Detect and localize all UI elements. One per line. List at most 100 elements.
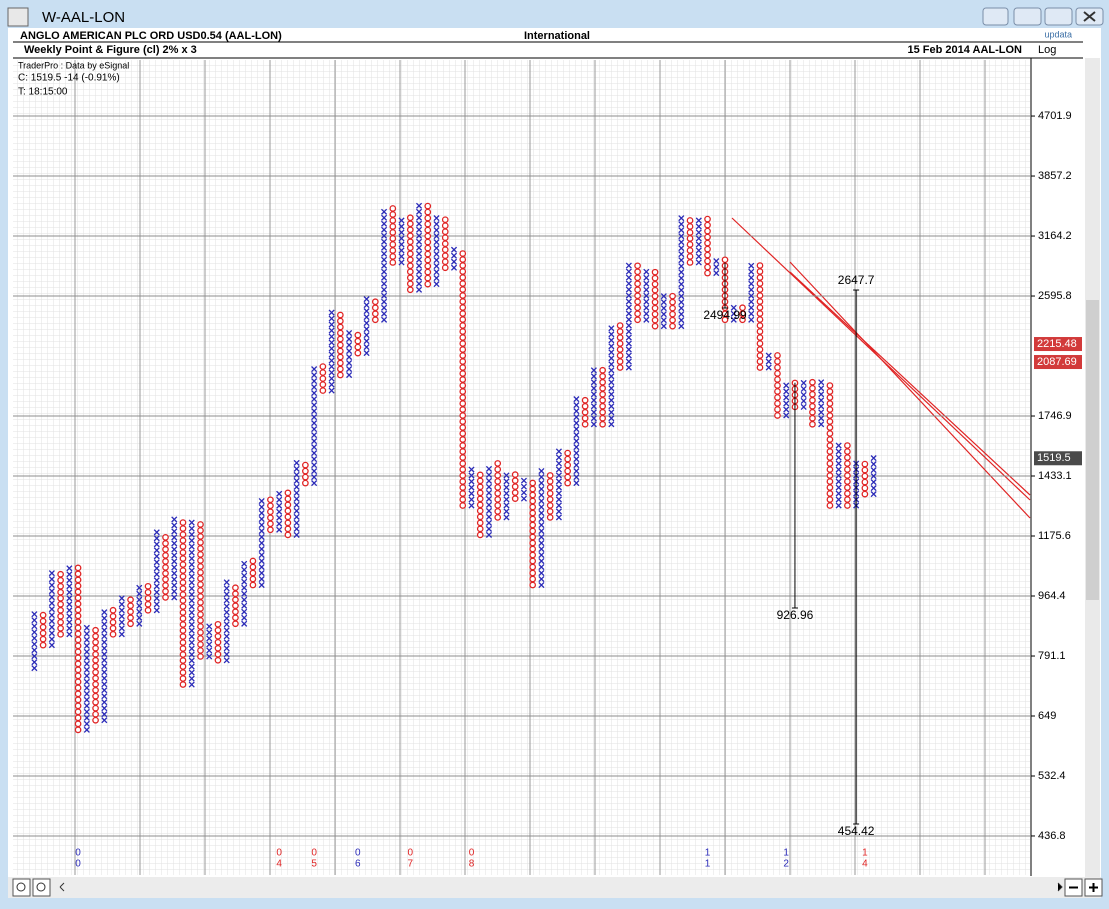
minimize-button[interactable] bbox=[1013, 7, 1042, 26]
o-box bbox=[179, 663, 187, 670]
x-box bbox=[223, 639, 230, 646]
x-box bbox=[346, 335, 353, 343]
o-box bbox=[459, 322, 467, 329]
o-box bbox=[704, 239, 711, 247]
o-box bbox=[232, 620, 239, 628]
year-mark-top: 0 bbox=[276, 848, 282, 859]
x-box bbox=[818, 415, 825, 422]
o-box bbox=[459, 484, 467, 491]
help-button[interactable] bbox=[982, 7, 1009, 26]
x-box bbox=[83, 684, 90, 691]
o-box bbox=[564, 467, 571, 475]
o-box bbox=[441, 246, 449, 254]
x-box bbox=[555, 496, 562, 503]
x-box bbox=[608, 415, 615, 422]
scroll-thumb[interactable] bbox=[1086, 300, 1099, 600]
o-box bbox=[284, 525, 292, 533]
o-box bbox=[424, 274, 432, 282]
o-box bbox=[529, 545, 537, 553]
x-box bbox=[503, 508, 510, 515]
o-box bbox=[459, 388, 467, 395]
x-box bbox=[153, 535, 160, 542]
o-box bbox=[92, 668, 99, 676]
x-box bbox=[258, 575, 265, 583]
year-mark-top: 0 bbox=[469, 848, 475, 859]
o-box bbox=[459, 442, 467, 449]
scroll-left[interactable] bbox=[59, 882, 65, 892]
o-box bbox=[616, 322, 624, 329]
o-box bbox=[162, 540, 169, 547]
o-box bbox=[826, 412, 834, 419]
o-box bbox=[494, 502, 502, 509]
x-box bbox=[678, 215, 685, 222]
o-box bbox=[406, 274, 414, 282]
x-box bbox=[678, 245, 685, 252]
x-box bbox=[608, 397, 615, 404]
o-box bbox=[197, 545, 204, 552]
x-box bbox=[625, 316, 632, 323]
x-box bbox=[415, 208, 423, 215]
o-box bbox=[494, 478, 502, 485]
o-box bbox=[459, 430, 467, 437]
o-box bbox=[529, 491, 537, 499]
o-box bbox=[406, 226, 414, 234]
o-column bbox=[581, 396, 589, 428]
x-box bbox=[258, 551, 265, 559]
x-box bbox=[415, 244, 423, 251]
x-box bbox=[608, 403, 615, 410]
o-column bbox=[284, 489, 292, 539]
x-box bbox=[520, 477, 527, 484]
o-box bbox=[92, 626, 99, 634]
x-box bbox=[171, 570, 178, 577]
o-box bbox=[564, 461, 571, 469]
o-box bbox=[371, 310, 379, 318]
x-box bbox=[450, 264, 458, 271]
x-box bbox=[660, 311, 667, 318]
o-box bbox=[459, 334, 467, 341]
x-column bbox=[241, 560, 248, 627]
o-box bbox=[406, 250, 414, 258]
x-box bbox=[118, 601, 125, 608]
o-box bbox=[74, 690, 82, 698]
x-box bbox=[258, 539, 265, 547]
o-box bbox=[57, 624, 64, 632]
o-box bbox=[249, 581, 257, 589]
x-box bbox=[311, 384, 318, 391]
o-box bbox=[826, 436, 834, 443]
o-box bbox=[459, 370, 467, 377]
o-box bbox=[826, 400, 834, 407]
o-column bbox=[756, 262, 764, 371]
zoom-out-button[interactable] bbox=[12, 878, 31, 897]
x-column bbox=[363, 296, 370, 357]
o-box bbox=[74, 726, 82, 734]
x-box bbox=[311, 474, 318, 481]
x-box bbox=[538, 575, 545, 583]
o-box bbox=[179, 639, 187, 646]
scroll-right[interactable] bbox=[1057, 882, 1063, 892]
y-tick-label: 2595.8 bbox=[1038, 290, 1072, 302]
x-box bbox=[398, 217, 405, 224]
o-box bbox=[267, 502, 274, 510]
o-box bbox=[74, 708, 82, 716]
x-column bbox=[328, 309, 335, 394]
o-box bbox=[406, 238, 414, 246]
o-column bbox=[92, 626, 99, 724]
o-box bbox=[809, 402, 816, 410]
maximize-button[interactable] bbox=[1044, 7, 1073, 26]
year-mark-top: 0 bbox=[355, 848, 361, 859]
o-box bbox=[179, 525, 187, 532]
o-box bbox=[459, 376, 467, 383]
o-box bbox=[861, 460, 869, 468]
x-box bbox=[870, 461, 877, 468]
o-box bbox=[826, 472, 834, 479]
x-box bbox=[48, 570, 55, 577]
x-box bbox=[468, 466, 475, 473]
x-column bbox=[783, 382, 790, 419]
o-box bbox=[756, 292, 764, 299]
x-box bbox=[660, 293, 667, 300]
x-box bbox=[625, 268, 632, 275]
year-mark-bottom: 8 bbox=[469, 859, 475, 870]
o-box bbox=[74, 666, 82, 674]
o-box bbox=[389, 211, 397, 218]
zoom-in-button[interactable] bbox=[32, 878, 51, 897]
